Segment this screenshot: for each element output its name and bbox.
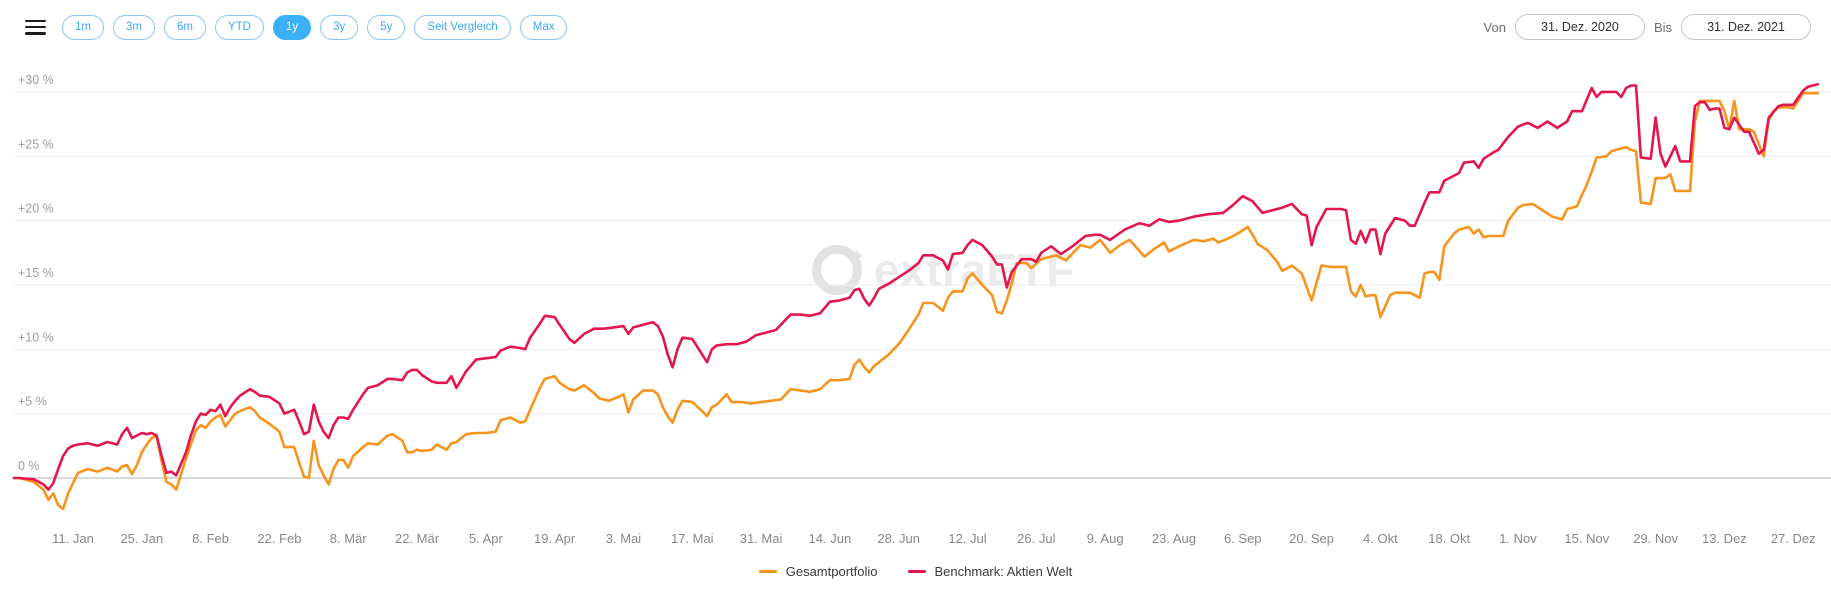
legend-label: Gesamtportfolio xyxy=(785,564,878,579)
x-axis-label: 15. Nov xyxy=(1564,531,1609,546)
bis-date-input[interactable]: 31. Dez. 2021 xyxy=(1681,14,1811,40)
time-range-max[interactable]: Max xyxy=(519,14,568,40)
x-axis-label: 9. Aug xyxy=(1087,531,1124,546)
x-axis-label: 22. Feb xyxy=(257,531,301,546)
legend-item-gesamtportfolio[interactable]: Gesamtportfolio xyxy=(758,564,878,579)
menu-icon[interactable] xyxy=(25,19,46,35)
x-axis-label: 4. Okt xyxy=(1363,531,1398,546)
x-axis-label: 11. Jan xyxy=(52,531,94,546)
von-date-input[interactable]: 31. Dez. 2020 xyxy=(1514,14,1645,40)
time-range-6m[interactable]: 6m xyxy=(163,14,206,40)
x-axis-label: 28. Jun xyxy=(877,531,920,546)
x-axis-label: 22. Mär xyxy=(395,531,440,546)
x-axis-label: 8. Mär xyxy=(330,531,368,546)
y-axis-label: +15 % xyxy=(18,266,54,280)
bis-label: Bis xyxy=(1653,19,1672,35)
x-axis-label: 20. Sep xyxy=(1289,531,1334,546)
x-axis-label: 23. Aug xyxy=(1152,531,1196,546)
legend-item-benchmark-aktien-welt[interactable]: Benchmark: Aktien Welt xyxy=(907,564,1073,579)
time-range-1m[interactable]: 1m xyxy=(62,14,104,40)
von-label: Von xyxy=(1483,19,1506,35)
x-axis-label: 26. Jul xyxy=(1017,531,1055,546)
x-axis-label: 25. Jan xyxy=(120,531,163,546)
legend-swatch-icon xyxy=(907,570,926,573)
time-range-group: 1m 3m 6m YTD 1y 3y 5y Seit Vergleich Max xyxy=(62,14,568,40)
time-range-3y[interactable]: 3y xyxy=(320,14,359,40)
y-axis-label: +30 % xyxy=(18,73,54,87)
x-axis-label: 17. Mai xyxy=(671,531,714,546)
x-axis-label: 29. Nov xyxy=(1633,531,1678,546)
time-range-5y[interactable]: 5y xyxy=(367,14,406,40)
series-line-benchmark-aktien-welt xyxy=(12,82,1820,491)
time-range-1y[interactable]: 1y xyxy=(272,14,312,40)
x-axis-label: 31. Mai xyxy=(740,531,783,546)
x-axis-label: 18. Okt xyxy=(1428,531,1470,546)
x-axis-label: 8. Feb xyxy=(192,531,229,546)
x-axis-label: 3. Mai xyxy=(606,531,642,546)
y-axis-label: +10 % xyxy=(18,330,54,344)
extraetf-logo-icon xyxy=(812,245,862,295)
date-range-controls: Von 31. Dez. 2020 Bis 31. Dez. 2021 xyxy=(1484,14,1811,40)
time-range-seit-vergleich[interactable]: Seit Vergleich xyxy=(414,14,511,40)
y-axis-label: +25 % xyxy=(18,137,54,151)
series-line-gesamtportfolio xyxy=(12,91,1820,511)
y-axis-label: +5 % xyxy=(18,395,47,409)
x-axis-label: 1. Nov xyxy=(1499,531,1537,546)
x-axis-label: 13. Dez xyxy=(1702,531,1747,546)
x-axis-label: 27. Dez xyxy=(1771,531,1816,546)
x-axis-label: 14. Jun xyxy=(809,531,852,546)
chart-legend: Gesamtportfolio Benchmark: Aktien Welt xyxy=(0,564,1831,579)
legend-label: Benchmark: Aktien Welt xyxy=(934,564,1073,579)
time-range-3m[interactable]: 3m xyxy=(112,14,155,40)
time-range-ytd[interactable]: YTD xyxy=(214,14,264,40)
x-axis-label: 6. Sep xyxy=(1224,531,1262,546)
x-axis-label: 12. Jul xyxy=(948,531,986,546)
x-axis-label: 19. Apr xyxy=(534,531,576,546)
y-axis-label: +20 % xyxy=(18,202,54,216)
legend-swatch-icon xyxy=(758,570,777,573)
toolbar: 1m 3m 6m YTD 1y 3y 5y Seit Vergleich Max Von 31.… xyxy=(0,0,1831,54)
x-axis-label: 5. Apr xyxy=(469,531,504,546)
y-axis-label: 0 % xyxy=(18,459,40,473)
